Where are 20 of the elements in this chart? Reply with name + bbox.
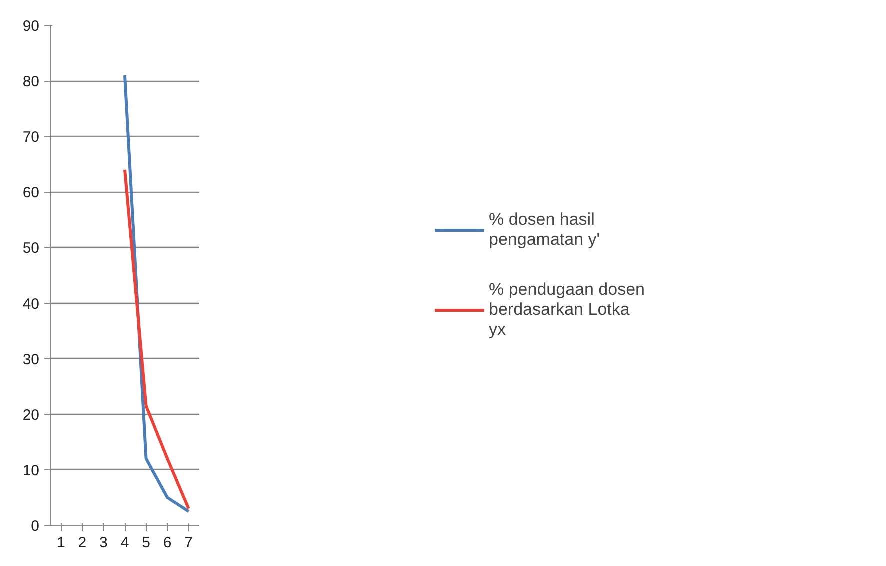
x-tick-label: 6: [163, 534, 172, 552]
line-series: [124, 168, 190, 510]
y-tick-label: 80: [22, 74, 40, 91]
y-tick-label: 90: [22, 18, 40, 35]
x-tick-label: 5: [142, 534, 150, 552]
x-tick-label: 2: [78, 534, 87, 552]
y-tick-label: 10: [22, 462, 40, 480]
y-tick-label: 70: [22, 129, 40, 146]
y-tick-label: 40: [22, 296, 40, 313]
y-tick-label: 50: [22, 240, 40, 258]
y-tick-label: 0: [31, 518, 40, 535]
legend-label: % pendugaan dosen berdasarkan Lotka yx: [489, 280, 645, 340]
x-tick-label: 1: [56, 534, 66, 552]
y-tick-label: 20: [22, 406, 40, 424]
x-tick-label: 4: [120, 534, 130, 552]
y-tick-label: 60: [22, 184, 40, 202]
y-tick-label: 30: [22, 351, 40, 368]
x-tick-label: 3: [100, 534, 108, 552]
x-tick-label: 7: [184, 534, 194, 552]
legend-label: % dosen hasil pengamatan y': [489, 210, 600, 250]
